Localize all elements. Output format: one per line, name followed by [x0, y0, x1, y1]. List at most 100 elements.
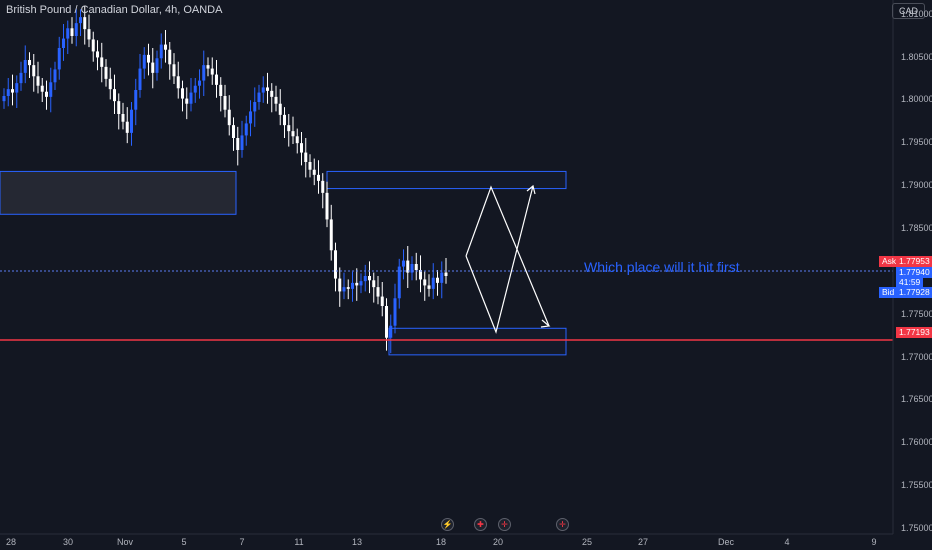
bid-label: Bid: [879, 287, 898, 298]
candle: [321, 173, 325, 209]
price-tick-label: 1.77000: [901, 351, 932, 362]
candle: [300, 132, 303, 166]
candle: [274, 85, 278, 112]
candles: [2, 6, 448, 354]
time-tick-label: 28: [5, 537, 17, 547]
candle: [295, 128, 299, 154]
candle: [227, 95, 231, 136]
candle: [423, 271, 427, 301]
zone-rectangle[interactable]: [326, 170, 567, 190]
candle: [15, 75, 19, 108]
candle: [96, 40, 99, 71]
candle: [206, 57, 210, 77]
candle: [346, 279, 350, 300]
candle: [2, 88, 6, 109]
time-tick-label: 30: [62, 537, 74, 547]
candle: [414, 252, 418, 281]
candle: [219, 77, 223, 112]
event-ca-flag-icon[interactable]: ✚: [474, 518, 487, 531]
candle: [393, 283, 397, 334]
projection-path[interactable]: [540, 319, 551, 328]
zone-rectangle[interactable]: [388, 327, 567, 356]
candle: [257, 84, 261, 110]
candle: [138, 54, 142, 98]
candle: [134, 78, 138, 126]
price-tick-label: 1.79000: [901, 180, 932, 191]
candle: [189, 78, 193, 112]
level-price-tag: 1.77193: [896, 327, 932, 338]
candle: [130, 102, 133, 146]
candle: [6, 78, 10, 107]
event-uk-flag-icon[interactable]: ✛: [498, 518, 511, 531]
time-tick-label: 7: [239, 537, 245, 547]
projection-path[interactable]: [465, 185, 550, 327]
candle: [436, 270, 439, 296]
candle: [45, 80, 48, 110]
event-uk-flag-icon[interactable]: ✛: [556, 518, 569, 531]
candle: [53, 61, 57, 90]
candle: [104, 59, 108, 87]
price-tick-label: 1.77500: [901, 308, 932, 319]
candle: [19, 61, 23, 91]
projection-path[interactable]: [526, 184, 536, 195]
candle: [431, 263, 435, 300]
candle: [210, 57, 214, 85]
candle: [108, 67, 112, 100]
candle: [266, 72, 269, 104]
candle: [159, 33, 163, 69]
projection-path[interactable]: [465, 185, 534, 334]
candle: [312, 158, 316, 186]
event-flash-icon[interactable]: ⚡: [441, 518, 454, 531]
candle: [359, 273, 363, 294]
candle: [193, 78, 197, 103]
candle: [372, 272, 376, 303]
chart-annotation[interactable]: Which place will it hit first: [584, 259, 740, 275]
countdown-tag: 41:59: [896, 277, 924, 288]
candle: [249, 100, 252, 137]
candle: [11, 74, 14, 106]
price-tick-label: 1.79500: [901, 137, 932, 148]
candle: [113, 74, 116, 114]
candle: [74, 8, 78, 47]
candle: [176, 61, 180, 99]
time-tick-label: Nov: [116, 537, 134, 547]
currency-button[interactable]: CAD: [892, 3, 925, 19]
price-tick-label: 1.75000: [901, 523, 932, 533]
zone-rectangle[interactable]: [0, 170, 237, 215]
candle: [308, 154, 312, 178]
candle: [440, 261, 444, 299]
candle: [278, 89, 282, 126]
candle: [87, 14, 91, 48]
candle: [117, 93, 121, 130]
candle: [164, 30, 167, 63]
bid-price-tag: 1.77928: [896, 287, 932, 298]
candle: [419, 255, 422, 293]
ask-price-tag: 1.77953: [896, 256, 932, 267]
candle: [240, 120, 244, 158]
candle: [402, 249, 405, 280]
time-tick-label: 27: [637, 537, 649, 547]
time-tick-label: 5: [181, 537, 187, 547]
candle: [66, 20, 70, 54]
price-tick-label: 1.76500: [901, 394, 932, 405]
candle: [376, 276, 380, 305]
candle: [368, 261, 371, 294]
price-tick-label: 1.80500: [901, 51, 932, 62]
candle: [223, 84, 227, 118]
candle: [91, 31, 95, 62]
time-tick-label: 11: [294, 537, 304, 547]
candle: [172, 53, 176, 84]
projection-arrows: [465, 184, 551, 334]
candle: [342, 272, 346, 300]
candle: [253, 87, 257, 127]
candle: [62, 24, 65, 61]
candle: [70, 17, 74, 44]
time-tick-label: 20: [492, 537, 504, 547]
candle: [363, 264, 367, 292]
candle: [23, 45, 27, 84]
symbol-title[interactable]: British Pound / Canadian Dollar, 4h, OAN…: [6, 4, 223, 16]
time-tick-label: 25: [581, 537, 593, 547]
candle: [261, 76, 265, 103]
candle: [283, 107, 286, 138]
